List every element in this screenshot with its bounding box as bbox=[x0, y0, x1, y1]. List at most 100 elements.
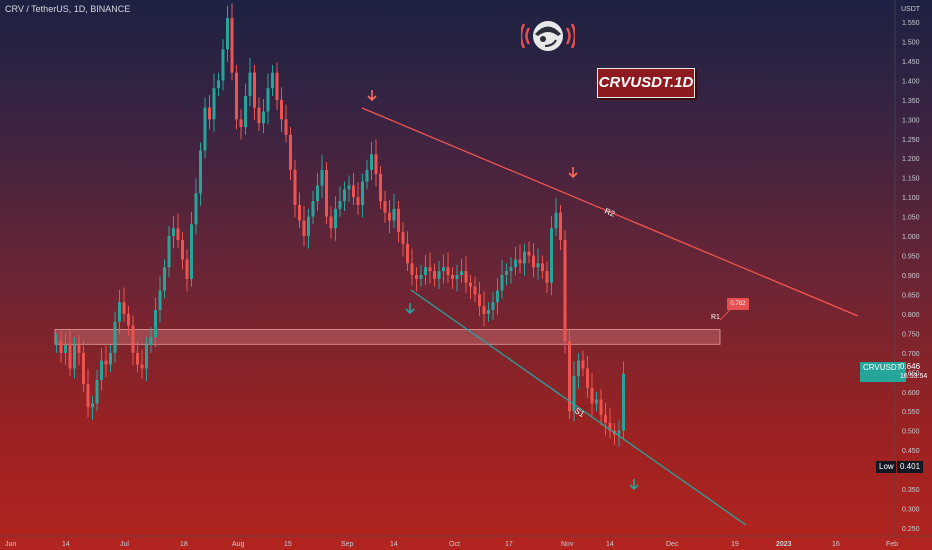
x-tick-label: Jul bbox=[120, 541, 129, 548]
candle-body bbox=[298, 204, 301, 221]
candle-body bbox=[433, 271, 436, 279]
candle-body bbox=[442, 267, 445, 272]
candle-body bbox=[514, 259, 517, 268]
candle-body bbox=[428, 267, 432, 272]
y-tick-label: 0.650 bbox=[902, 370, 920, 377]
candle-body bbox=[131, 325, 135, 353]
candle-body bbox=[446, 267, 450, 275]
y-tick-label: 1.200 bbox=[902, 156, 920, 163]
x-tick-label: Dec bbox=[666, 541, 679, 548]
candle-body bbox=[226, 18, 229, 50]
candle-body bbox=[356, 197, 360, 205]
candle-body bbox=[100, 360, 103, 381]
candle-body bbox=[487, 310, 490, 314]
x-tick-label: 18 bbox=[180, 541, 188, 548]
y-tick-label: 1.100 bbox=[902, 195, 920, 202]
x-tick-label: 17 bbox=[505, 541, 513, 548]
candle-body bbox=[154, 310, 157, 338]
y-tick-label: 1.350 bbox=[902, 98, 920, 105]
y-tick-label: 1.050 bbox=[902, 215, 920, 222]
y-tick-label: 1.150 bbox=[902, 176, 920, 183]
x-tick-label: Jun bbox=[5, 541, 16, 548]
low-value: 0.401 bbox=[897, 461, 923, 473]
candle-body bbox=[617, 430, 621, 435]
candle-body bbox=[163, 267, 166, 291]
candle-body bbox=[518, 259, 522, 264]
candle-body bbox=[158, 290, 162, 311]
y-tick-label: 1.500 bbox=[902, 39, 920, 46]
candle-body bbox=[401, 232, 405, 244]
candle-body bbox=[145, 345, 148, 369]
r1-pointer bbox=[719, 309, 731, 321]
candle-body bbox=[608, 422, 612, 431]
candle-body bbox=[370, 154, 373, 170]
y-tick-label: 0.350 bbox=[902, 487, 920, 494]
candle-body bbox=[455, 275, 459, 279]
candle-body bbox=[95, 380, 99, 404]
y-tick-label: 0.450 bbox=[902, 448, 920, 455]
candle-body bbox=[419, 275, 423, 279]
symbol-badge: CRVUSDT.1D bbox=[597, 68, 695, 98]
y-tick-label: 0.900 bbox=[902, 273, 920, 280]
candle-body bbox=[379, 173, 382, 202]
candle-body bbox=[469, 282, 472, 287]
x-tick-label: Oct bbox=[449, 541, 460, 548]
candle-body bbox=[406, 243, 409, 264]
candle-body bbox=[437, 271, 441, 279]
candle-body bbox=[275, 72, 279, 100]
candle-body bbox=[230, 18, 234, 73]
candle-body bbox=[113, 321, 117, 353]
symbol-title: CRV / TetherUS, 1D, BINANCE bbox=[5, 4, 131, 14]
candle-body bbox=[599, 399, 603, 416]
candle-body bbox=[577, 360, 580, 377]
x-tick-label: Aug bbox=[232, 541, 245, 548]
x-tick-label: 2023 bbox=[776, 541, 792, 548]
candle-body bbox=[536, 263, 540, 268]
candle-body bbox=[509, 267, 513, 272]
candle-body bbox=[329, 216, 333, 229]
candle-body bbox=[563, 239, 567, 342]
candle-body bbox=[172, 228, 175, 237]
candle-body bbox=[239, 119, 243, 128]
y-tick-label: 1.300 bbox=[902, 117, 920, 124]
candle-body bbox=[478, 294, 481, 307]
y-axis-unit: USDT bbox=[901, 6, 921, 13]
candle-body bbox=[118, 302, 121, 322]
candle-body bbox=[581, 360, 585, 369]
candle-body bbox=[568, 341, 571, 412]
candle-body bbox=[496, 290, 499, 303]
y-tick-label: 0.700 bbox=[902, 351, 920, 358]
candle-body bbox=[176, 228, 180, 240]
candle-body bbox=[505, 271, 508, 275]
candle-body bbox=[347, 185, 351, 190]
y-tick-label: 1.550 bbox=[902, 20, 920, 27]
candle-body bbox=[221, 49, 225, 81]
candle-body bbox=[59, 341, 63, 353]
candle-body bbox=[208, 107, 211, 120]
candle-body bbox=[550, 228, 553, 283]
candle-body bbox=[334, 208, 337, 229]
candle-body bbox=[352, 185, 355, 198]
candle-body bbox=[82, 352, 85, 384]
candle-body bbox=[559, 212, 562, 240]
candle-body bbox=[235, 72, 238, 120]
candle-body bbox=[185, 259, 189, 279]
candle-body bbox=[586, 368, 589, 388]
candle-body bbox=[284, 119, 288, 135]
r1-label: R1 bbox=[711, 314, 720, 321]
countdown-value: 16:53:54 bbox=[900, 373, 928, 380]
candle-body bbox=[554, 212, 558, 229]
candle-body bbox=[311, 201, 315, 217]
candle-body bbox=[338, 201, 342, 209]
candle-body bbox=[190, 224, 193, 279]
candle-body bbox=[604, 415, 607, 423]
candle-body bbox=[397, 208, 400, 233]
last-price-symbol: CRVUSDT bbox=[860, 362, 902, 373]
candle-body bbox=[622, 373, 625, 431]
candle-body bbox=[86, 383, 90, 408]
x-tick-label: 15 bbox=[284, 541, 292, 548]
candle-body bbox=[194, 193, 198, 225]
y-tick-label: 0.300 bbox=[902, 507, 920, 514]
candle-body bbox=[320, 169, 324, 186]
